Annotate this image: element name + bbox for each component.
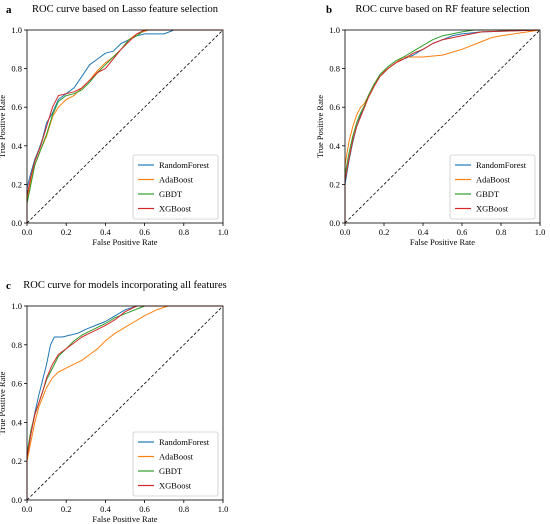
x-tick-label: 0.6 bbox=[457, 227, 468, 237]
x-tick-label: 0.8 bbox=[178, 504, 189, 514]
y-tick-label: 1.0 bbox=[11, 301, 22, 311]
plot-frame bbox=[344, 29, 541, 224]
y-axis-label: True Positive Rate bbox=[0, 371, 7, 434]
roc-panel-c: c ROC curve for models incorporating all … bbox=[0, 280, 228, 524]
x-tick-label: 0.4 bbox=[418, 227, 429, 237]
y-tick-label: 0.6 bbox=[329, 102, 340, 112]
legend: RandomForest AdaBoost GBDT XGBoost bbox=[132, 431, 219, 497]
y-axis-label: True Positive Rate bbox=[315, 95, 325, 158]
y-tick-label: 0.8 bbox=[11, 340, 22, 350]
roc-panel-b: b ROC curve based on RF feature selection… bbox=[315, 4, 545, 247]
chance-diagonal-line bbox=[344, 29, 541, 224]
x-tick-label: 0.6 bbox=[139, 504, 150, 514]
panel-label: b bbox=[326, 4, 332, 16]
chart-title: ROC curve for models incorporating all f… bbox=[23, 280, 227, 291]
y-tick-label: 0.6 bbox=[11, 379, 22, 389]
legend-entry-gbdt: GBDT bbox=[159, 466, 183, 476]
chart-title: ROC curve based on RF feature selection bbox=[355, 4, 530, 15]
chance-diagonal-line bbox=[26, 305, 224, 501]
x-tick-label: 0.2 bbox=[61, 227, 72, 237]
legend-box bbox=[132, 154, 219, 220]
x-tick-label: 0.8 bbox=[178, 227, 189, 237]
y-tick-label: 0.2 bbox=[11, 179, 22, 189]
roc-line-xgboost bbox=[26, 305, 223, 500]
x-axis-label: False Positive Rate bbox=[92, 237, 157, 247]
legend-entry-xgboost: XGBoost bbox=[476, 204, 509, 214]
roc-line-xgboost bbox=[26, 29, 223, 223]
chance-diagonal-line bbox=[26, 29, 224, 224]
y-tick-label: 0.4 bbox=[329, 141, 340, 151]
legend-entry-adaboost: AdaBoost bbox=[159, 175, 194, 185]
x-tick-label: 0.8 bbox=[496, 227, 507, 237]
legend-box bbox=[449, 154, 536, 220]
x-tick-label: 1.0 bbox=[218, 504, 229, 514]
x-tick-label: 1.0 bbox=[218, 227, 229, 237]
roc-line-gbdt bbox=[26, 29, 223, 223]
x-tick-label: 0.0 bbox=[22, 504, 33, 514]
roc-line-gbdt bbox=[344, 29, 540, 223]
roc-panel-a: a ROC curve based on Lasso feature select… bbox=[0, 4, 228, 247]
legend: RandomForest AdaBoost GBDT XGBoost bbox=[132, 154, 219, 220]
y-tick-label: 0.0 bbox=[329, 218, 340, 228]
x-tick-label: 0.0 bbox=[22, 227, 33, 237]
x-axis-label: False Positive Rate bbox=[410, 237, 475, 247]
y-tick-label: 0.6 bbox=[11, 102, 22, 112]
chart-title: ROC curve based on Lasso feature selecti… bbox=[32, 4, 219, 15]
legend-entry-randomforest: RandomForest bbox=[159, 437, 210, 447]
y-tick-label: 0.8 bbox=[329, 64, 340, 74]
y-tick-label: 0.4 bbox=[11, 141, 22, 151]
legend-entry-randomforest: RandomForest bbox=[159, 160, 210, 170]
legend-box bbox=[132, 431, 219, 497]
legend-entry-randomforest: RandomForest bbox=[476, 160, 527, 170]
plot-frame bbox=[26, 29, 224, 224]
y-tick-label: 1.0 bbox=[11, 25, 22, 35]
y-tick-label: 0.0 bbox=[11, 218, 22, 228]
y-tick-label: 0.4 bbox=[11, 417, 22, 427]
legend-entry-gbdt: GBDT bbox=[159, 189, 183, 199]
y-axis-label: True Positive Rate bbox=[0, 95, 7, 158]
roc-line-randomforest bbox=[26, 305, 223, 500]
y-tick-label: 0.2 bbox=[329, 179, 340, 189]
y-tick-label: 1.0 bbox=[329, 25, 340, 35]
x-tick-label: 0.4 bbox=[100, 504, 111, 514]
x-tick-label: 0.2 bbox=[61, 504, 72, 514]
y-tick-label: 0.8 bbox=[11, 64, 22, 74]
legend-entry-gbdt: GBDT bbox=[476, 189, 500, 199]
legend: RandomForest AdaBoost GBDT XGBoost bbox=[449, 154, 536, 220]
x-tick-label: 1.0 bbox=[535, 227, 546, 237]
x-axis-label: False Positive Rate bbox=[92, 514, 157, 524]
x-tick-label: 0.6 bbox=[139, 227, 150, 237]
roc-line-xgboost bbox=[344, 29, 541, 223]
legend-entry-adaboost: AdaBoost bbox=[159, 452, 194, 462]
legend-entry-xgboost: XGBoost bbox=[159, 481, 192, 491]
legend-entry-xgboost: XGBoost bbox=[159, 204, 192, 214]
x-tick-label: 0.4 bbox=[100, 227, 111, 237]
y-tick-label: 0.0 bbox=[11, 495, 22, 505]
x-tick-label: 0.2 bbox=[379, 227, 390, 237]
plot-frame bbox=[26, 305, 224, 501]
x-tick-label: 0.0 bbox=[340, 227, 351, 237]
panel-label: a bbox=[6, 4, 12, 16]
roc-line-adaboost bbox=[26, 305, 223, 500]
y-tick-label: 0.2 bbox=[11, 456, 22, 466]
panel-label: c bbox=[6, 280, 11, 292]
legend-entry-adaboost: AdaBoost bbox=[476, 175, 511, 185]
